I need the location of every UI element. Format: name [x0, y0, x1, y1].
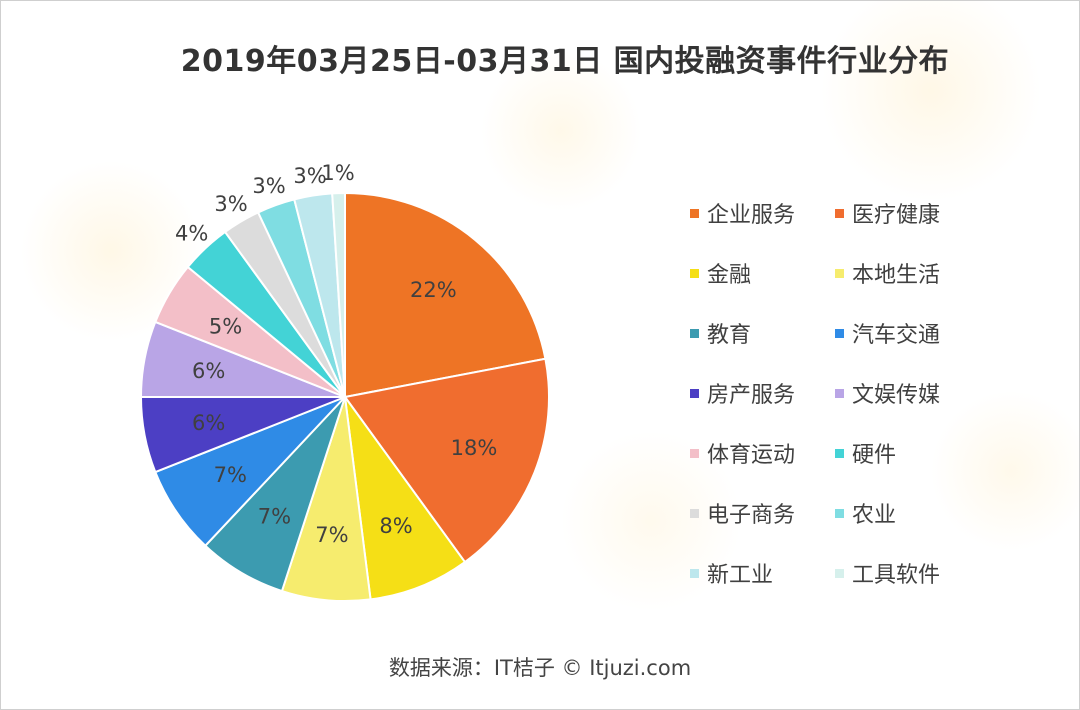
legend-label: 本地生活 [852, 263, 941, 288]
legend-item: 金融 [690, 243, 835, 303]
pie-label-1: 18% [451, 436, 498, 460]
pie-slices [139, 191, 550, 602]
legend-item: 本地生活 [835, 243, 995, 303]
legend: 企业服务 医疗健康金融 本地生活教育 汽车交通房产服务 文娱传媒体育运动 硬件电子商务 农业… [690, 183, 1020, 603]
pie-label-4: 7% [258, 504, 291, 528]
legend-swatch [835, 568, 844, 578]
legend-label: 房产服务 [707, 383, 796, 408]
legend-swatch [835, 328, 844, 338]
legend-label: 体育运动 [707, 443, 796, 468]
legend-swatch [690, 268, 699, 278]
pie-label-5: 7% [214, 463, 247, 487]
pie-label-2: 8% [379, 514, 412, 538]
legend-item: 工具软件 [835, 543, 995, 603]
legend-swatch [690, 448, 699, 458]
pie-label-3: 7% [315, 523, 348, 547]
pie-label-0: 22% [410, 278, 457, 302]
legend-swatch [690, 508, 699, 518]
legend-item: 教育 [690, 303, 835, 363]
legend-item: 新工业 [690, 543, 835, 603]
legend-item: 硬件 [835, 423, 995, 483]
pie-labels: 22%18%8%7%7%7%6%6%5%4%3%3% 3%1% [175, 161, 497, 547]
chart-title: 2019年03月25日-03月31日 国内投融资事件行业分布 [180, 44, 950, 79]
pie-label-7: 6% [192, 359, 225, 383]
pie-label-11: 3% [252, 174, 285, 198]
pie-label-6: 6% [192, 411, 225, 435]
pie-label-13: 1% [321, 161, 354, 185]
legend-item: 汽车交通 [835, 303, 995, 363]
pie-label-10: 3% [214, 192, 247, 216]
legend-swatch [835, 208, 844, 218]
legend-label: 企业服务 [707, 203, 796, 228]
pie-label-12: 3% [293, 164, 326, 188]
legend-label: 医疗健康 [852, 203, 941, 228]
source-credit: 数据来源：IT桔子 © Itjuzi.com [388, 656, 692, 680]
legend-swatch [835, 448, 844, 458]
legend-label: 硬件 [852, 443, 897, 468]
legend-item: 文娱传媒 [835, 363, 995, 423]
legend-swatch [690, 388, 699, 398]
legend-item: 医疗健康 [835, 183, 995, 243]
legend-item: 企业服务 [690, 183, 835, 243]
pie-slice-0 [344, 191, 547, 399]
legend-item: 房产服务 [690, 363, 835, 423]
legend-item: 电子商务 [690, 483, 835, 543]
legend-label: 工具软件 [852, 563, 941, 588]
legend-label: 文娱传媒 [852, 383, 941, 408]
legend-item: 农业 [835, 483, 995, 543]
legend-swatch [835, 388, 844, 398]
legend-label: 金融 [707, 263, 752, 288]
pie-slice-2 [344, 396, 467, 601]
pie-label-9: 4% [175, 222, 208, 246]
legend-label: 新工业 [707, 563, 774, 588]
legend-item: 体育运动 [690, 423, 835, 483]
legend-label: 电子商务 [707, 503, 796, 528]
legend-swatch [690, 208, 699, 218]
legend-label: 汽车交通 [852, 323, 941, 348]
pie-label-8: 5% [209, 314, 242, 338]
legend-swatch [835, 508, 844, 518]
legend-swatch [690, 328, 699, 338]
pie-slice-1 [343, 357, 550, 564]
legend-label: 农业 [852, 503, 897, 528]
legend-swatch [835, 268, 844, 278]
legend-swatch [690, 568, 699, 578]
pie-slice-13 [331, 191, 346, 398]
legend-label: 教育 [707, 323, 752, 348]
